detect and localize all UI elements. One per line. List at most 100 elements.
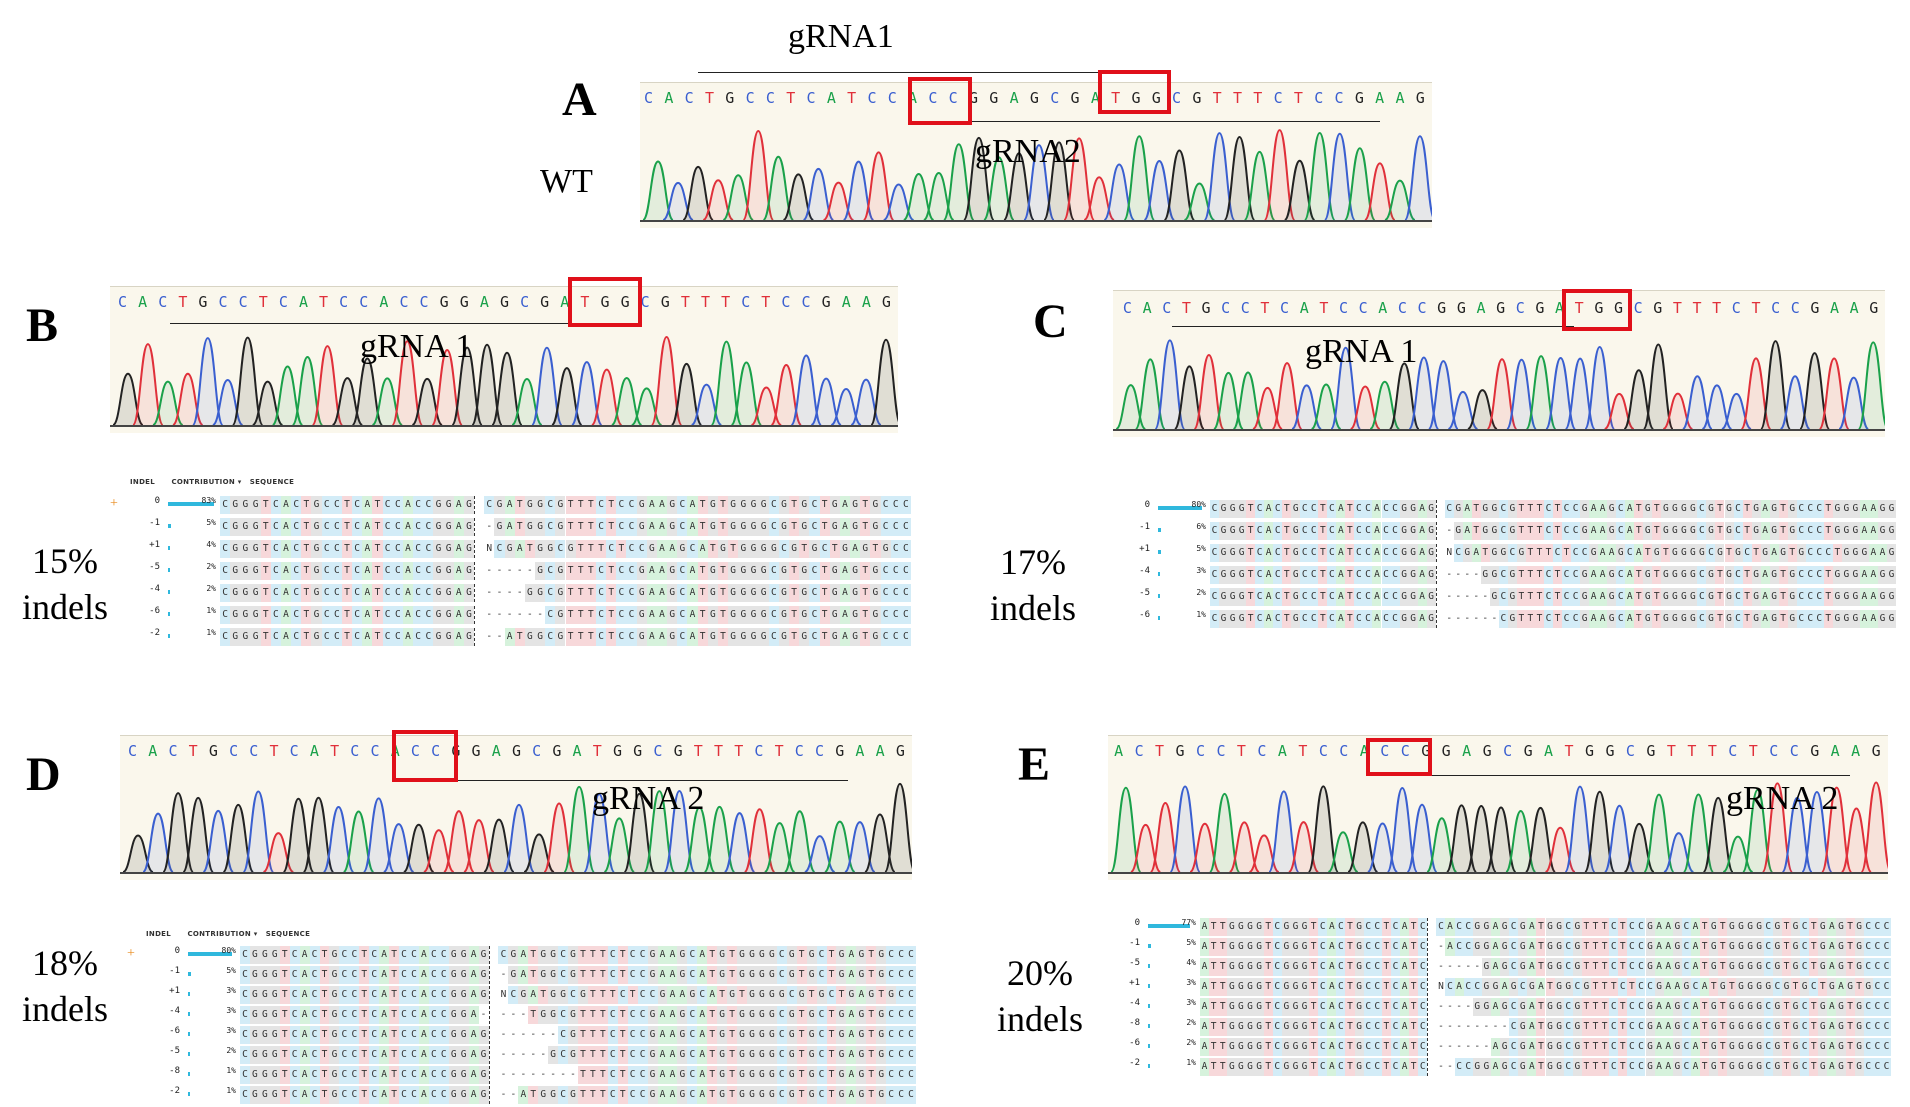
sequence-base: G: [249, 1086, 260, 1104]
sequence-base: G: [667, 562, 678, 580]
trace-peak: [862, 151, 895, 221]
sequence-base: C: [1507, 544, 1517, 562]
sequence-base: C: [886, 1006, 897, 1024]
sequence-base: T: [866, 1046, 877, 1064]
sequence-base: T: [1618, 938, 1628, 956]
sequence-base: C: [291, 606, 302, 624]
sequence-base: T: [1409, 1058, 1419, 1076]
sequence-base: G: [1300, 1058, 1310, 1076]
sequence-base: C: [1881, 938, 1891, 956]
indel-row[interactable]: -5 4% A T T G G G G T C G G G T C A C T G C C T C A T C - - - - - G A G C G A…: [1100, 958, 1895, 976]
sequence-base: G: [1472, 918, 1482, 936]
indel-row[interactable]: -6 1% C G G G T C A C T G C C T C A T C C A C C G G A G - - - - - - C G T T T…: [1110, 610, 1900, 628]
indel-row[interactable]: 0 83% C G G G T C A C T G C C T C A T C C A C C G G A G C G A T G G C G T T T…: [120, 496, 915, 514]
indel-row[interactable]: 0 77% A T T G G G G T C G G G T C A C T G C C T C A T C C A C C G G A G C G A…: [1100, 918, 1895, 936]
sequence-base: C: [309, 1006, 320, 1024]
sequence-base: C: [637, 966, 648, 984]
sequence-base: C: [291, 628, 302, 646]
indel-row[interactable]: +1 4% C G G G T C A C T G C C T C A T C C A C C G G A G N C G A T G G C G T T…: [120, 540, 915, 558]
sequence-base: C: [1636, 1038, 1646, 1056]
indel-row[interactable]: -4 3% C G G G T C A C T G C C T C A T C C A C C G G A G - - - - G G C G T T T…: [1110, 566, 1900, 584]
indel-row[interactable]: -1 5% C G G G T C A C T G C C T C A T C C A C C G G A G - G A T G G C G T T T…: [140, 966, 920, 984]
base-call: T: [680, 293, 690, 311]
sequence-base: C: [568, 986, 578, 1004]
indel-row[interactable]: +1 5% C G G G T C A C T G C C T C A T C C A C C G G A G N C G A T G G C G T T…: [1110, 544, 1900, 562]
sequence-base: -: [516, 565, 523, 576]
indel-row[interactable]: -5 2% C G G G T C A C T G C C T C A T C C A C C G G A G - - - - - G C G T T T…: [120, 562, 915, 580]
indel-row[interactable]: -2 1% A T T G G G G T C G G G T C A C T G C C T C A T C - - C C G G A G C G A…: [1100, 1058, 1895, 1076]
indel-row[interactable]: +1 3% A T T G G G G T C G G G T C A C T G C C T C A T C N C A C C G G A G C G…: [1100, 978, 1895, 996]
indel-row[interactable]: 0 80% C G G G T C A C T G C C T C A T C C A C C G G A G C G A T G G C G T T T…: [1110, 500, 1900, 518]
indel-row[interactable]: -5 2% C G G G T C A C T G C C T C A T C C A C C G G A G - - - - - G C G T T T…: [1110, 588, 1900, 606]
indel-row[interactable]: -4 3% A T T G G G G T C G G G T C A C T G C C T C A T C - - - - G G A G C G A…: [1100, 998, 1895, 1016]
base-call: C: [278, 293, 288, 311]
sequence-base: A: [1400, 1018, 1410, 1036]
sequence-base: G: [478, 1046, 489, 1064]
sequence-base: C: [409, 1046, 419, 1064]
indel-row[interactable]: -2 1% C G G G T C A C T G C C T C A T C C A C C G G A G - - A T G G C G T T T…: [140, 1086, 920, 1104]
indel-row[interactable]: -5 2% C G G G T C A C T G C C T C A T C C A C C G G A G - - - - - G C G T T T…: [140, 1046, 920, 1064]
sequence-base: -: [550, 1029, 556, 1040]
sequence-base: G: [1607, 566, 1617, 584]
indel-row[interactable]: -6 2% A T T G G G G T C G G G T C A C T G C C T C A T C - - - - - - A G C G A…: [1100, 1038, 1895, 1056]
indel-row[interactable]: -1 5% A T T G G G G T C G G G T C A C T G C C T C A T C - A C C G G A G C G A…: [1100, 938, 1895, 956]
indel-row[interactable]: -4 2% C G G G T C A C T G C C T C A T C C A C C G G A G - - - - G G C G T T T…: [120, 584, 915, 602]
sequence-base: A: [1527, 1018, 1537, 1036]
sequence-base: A: [646, 628, 657, 646]
indel-row[interactable]: 0 80% C G G G T C A C T G C C T C A T C C A C C G G A G C G A T G G C G T T T…: [140, 946, 920, 964]
indel-row[interactable]: -8 1% C G G G T C A C T G C C T C A T C C A C C G G A G - - - - - - - - T T T…: [140, 1066, 920, 1084]
sequence-base: G: [1408, 544, 1418, 562]
sequence-base: T: [826, 946, 837, 964]
sequence-base: G: [1607, 588, 1617, 606]
base-call: C: [1280, 299, 1290, 317]
sequence-base: A: [1625, 566, 1635, 584]
indel-row[interactable]: -4 3% C G G G T C A C T G C C T C A T C C A C C G G A - - - - T G G C G T T T…: [140, 1006, 920, 1024]
sequence-base: G: [269, 946, 280, 964]
sequence-base: A: [1827, 998, 1837, 1016]
sequence-base: T: [1218, 998, 1228, 1016]
sequence-base: T: [826, 1026, 837, 1044]
sequence-base: G: [836, 966, 847, 984]
sequence-base: G: [636, 584, 647, 602]
ice-header-contribution[interactable]: CONTRIBUTION ▾: [171, 478, 242, 486]
sequence-base: T: [1581, 918, 1591, 936]
base-call: T: [1574, 299, 1584, 317]
indel-row[interactable]: +1 3% C G G G T C A C T G C C T C A T C C A C C G G A G N C G A T G G C G T T…: [140, 986, 920, 1004]
sequence-base: C: [270, 584, 281, 602]
sequence-base: C: [1562, 588, 1572, 606]
sequence-base: C: [349, 1086, 360, 1104]
indel-row[interactable]: -6 3% C G G G T C A C T G C C T C A T C C A C C G G A G - - - - - - C G T T T…: [140, 1026, 920, 1044]
sequence-base: C: [409, 1026, 419, 1044]
sequence-base: -: [1447, 1061, 1453, 1072]
sequence-base: C: [900, 496, 911, 514]
indel-row[interactable]: -6 1% C G G G T C A C T G C C T C A T C C A C C G G A G - - - - - - C G T T T…: [120, 606, 915, 624]
sequence-base: G: [555, 518, 566, 536]
sequence-base: A: [1336, 500, 1346, 518]
sequence-base: C: [768, 628, 779, 646]
indel-row[interactable]: -1 5% C G G G T C A C T G C C T C A T C C A C C G G A G - G A T G G C G T T T…: [120, 518, 915, 536]
sequence-base: C: [1336, 1018, 1346, 1036]
sequence-base: T: [597, 946, 608, 964]
sequence-base: G: [728, 628, 739, 646]
indel-row[interactable]: -2 1% C G G G T C A C T G C C T C A T C C A C C G G A G - - A T G G C G T T T…: [120, 628, 915, 646]
sequence-base: C: [289, 1066, 300, 1084]
sequence-base: T: [1534, 566, 1544, 584]
trace-peak: [1208, 792, 1241, 873]
sequence-base: C: [1627, 1058, 1637, 1076]
indel-row[interactable]: -1 6% C G G G T C A C T G C C T C A T C C A C C G G A G - G A T G G C G T T T…: [1110, 522, 1900, 540]
sequence-base: C: [399, 946, 409, 964]
sequence-base: A: [453, 628, 464, 646]
sequence-base: T: [1581, 1058, 1591, 1076]
ice-header-contribution-d[interactable]: CONTRIBUTION ▾: [187, 930, 258, 938]
sequence-base: T: [789, 496, 800, 514]
sequence-base: -: [1455, 591, 1462, 602]
sequence-base: T: [1246, 610, 1256, 628]
sequence-base: G: [463, 540, 475, 558]
trace-peak: [1544, 826, 1577, 873]
sequence-base: -: [1456, 961, 1462, 972]
sequence-base: C: [392, 496, 403, 514]
indel-row[interactable]: -8 2% A T T G G G G T C G G G T C A C T G C C T C A T C - - - - - - - - C G A…: [1100, 1018, 1895, 1036]
sequence-base: G: [555, 628, 566, 646]
sequence-base: T: [1718, 958, 1728, 976]
sequence-base: G: [1854, 1058, 1864, 1076]
